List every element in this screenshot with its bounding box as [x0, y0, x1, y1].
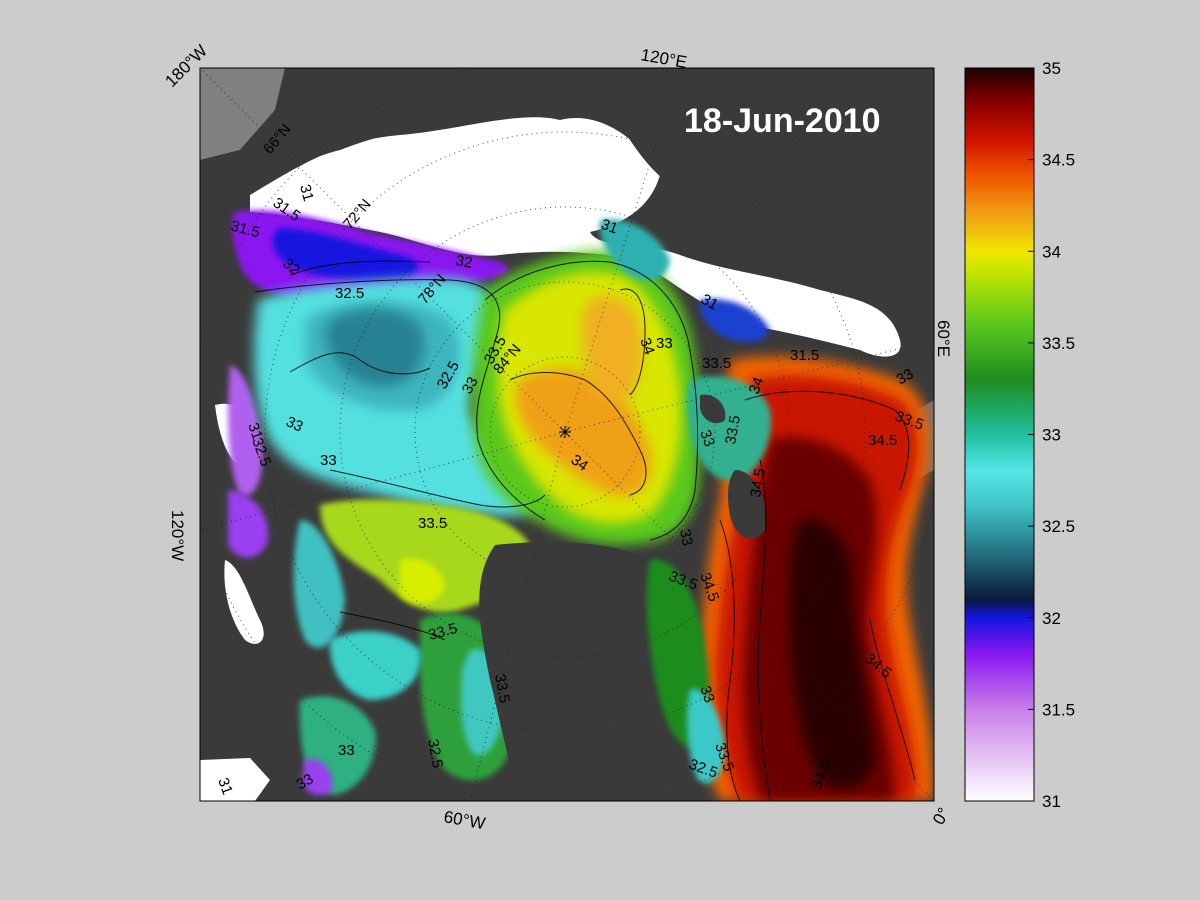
- lon-label-0: 0°: [929, 804, 954, 828]
- contour-label: 33: [294, 770, 317, 793]
- contour-label: 31: [296, 183, 317, 204]
- contour-label: 33.5: [702, 355, 731, 372]
- contour-label: 31: [698, 291, 721, 314]
- eastern-siberia-ice: [380, 119, 575, 175]
- colorbar-tick-label: 33: [1042, 426, 1061, 445]
- contour-label: 34.5: [747, 467, 769, 499]
- beaufort-teal-ring: [305, 301, 460, 411]
- graticule: [200, 68, 934, 801]
- purple-left-2: [228, 490, 269, 558]
- contour-label: 33.5: [427, 620, 460, 644]
- laptev-teal: [599, 219, 670, 280]
- svalbard-land: [727, 470, 766, 539]
- colorbar-tick-label: 32.5: [1042, 517, 1075, 536]
- fram-strait-cyan: [687, 689, 725, 784]
- central-basin-orange-2: [581, 296, 642, 401]
- franz-josef-land: [700, 394, 726, 424]
- contour-label: 33: [894, 365, 917, 388]
- dark-blue-core: [273, 228, 419, 281]
- contour-label: 34.5: [868, 432, 897, 449]
- date-label: 18-Jun-2010: [684, 102, 881, 140]
- contour-label: 33: [338, 742, 355, 759]
- colorbar-tick-label: 31: [1042, 792, 1061, 811]
- lon-label-60e: 60°E: [934, 320, 953, 357]
- contour-label: 31.5: [229, 217, 262, 241]
- contour-label: 33: [283, 413, 305, 435]
- kara-blue: [699, 299, 770, 342]
- contour-label: 34: [636, 336, 658, 357]
- colorbar-tick-label: 31.5: [1042, 700, 1075, 719]
- contour-label: 33.5: [418, 515, 447, 532]
- contour-label: 33: [696, 428, 718, 449]
- colorbar-bar: [964, 67, 1035, 802]
- contour-label: 31: [599, 216, 620, 238]
- contour-label: 33.5: [722, 414, 744, 446]
- hudson-purple: [302, 759, 333, 796]
- lon-label-60w: 60°W: [442, 807, 486, 833]
- north-pole-marker: [559, 426, 571, 438]
- colorbar-tick-label: 33.5: [1042, 334, 1075, 353]
- archipelago-cyan-2: [329, 631, 421, 700]
- lon-label-120w: 120°W: [168, 510, 187, 561]
- contour-label: 33: [459, 374, 482, 397]
- colorbar: 35 34.5 34 33.5 33 32.5 32 31.5 31: [964, 59, 1075, 811]
- contour-label: 32.5: [424, 738, 446, 770]
- contour-label: 31: [214, 776, 236, 797]
- contour-label: 33: [656, 335, 673, 352]
- atlantic-darkest: [790, 519, 875, 789]
- out-of-domain-area: [200, 68, 285, 160]
- contour-label: 34: [746, 375, 768, 396]
- contour-label: 32.5: [335, 285, 364, 302]
- contour-label: 33: [320, 452, 337, 469]
- sea-ice-left-2: [224, 560, 264, 644]
- map-panel: 31.5 31 31.5 32 32 32.5 32.5 33 33.5 33 …: [200, 68, 934, 801]
- archipelago-cyan-channels: [293, 520, 345, 648]
- contour-label: 31: [244, 421, 266, 442]
- salinity-contours: [254, 260, 916, 801]
- contour-label: 32: [454, 252, 473, 272]
- colorbar-ticks: 35 34.5 34 33.5 33 32.5 32 31.5 31: [1028, 59, 1075, 811]
- contour-label: 31.5: [790, 347, 819, 364]
- contour-label: 34: [568, 451, 591, 474]
- contour-label: 33.5: [491, 673, 513, 705]
- greenland-land: [479, 542, 662, 801]
- contour-label: 33: [696, 684, 718, 705]
- colorbar-tick-label: 35: [1042, 59, 1061, 78]
- archipelago-yellowgreen: [320, 499, 532, 613]
- map-border: [199, 67, 935, 802]
- colorbar-tick-label: 32: [1042, 609, 1061, 628]
- sea-ice-bottom-left: [200, 758, 270, 801]
- alaska-land: [200, 68, 560, 210]
- purple-left-coast: [228, 365, 263, 496]
- archipelago-lime-patches: [400, 558, 445, 604]
- colorbar-tick-label: 34.5: [1042, 151, 1075, 170]
- contour-label: 33: [676, 528, 696, 547]
- sea-ice-region: [250, 117, 901, 357]
- siberian-coast-land: [609, 68, 934, 280]
- colorbar-tick-label: 34: [1042, 242, 1061, 261]
